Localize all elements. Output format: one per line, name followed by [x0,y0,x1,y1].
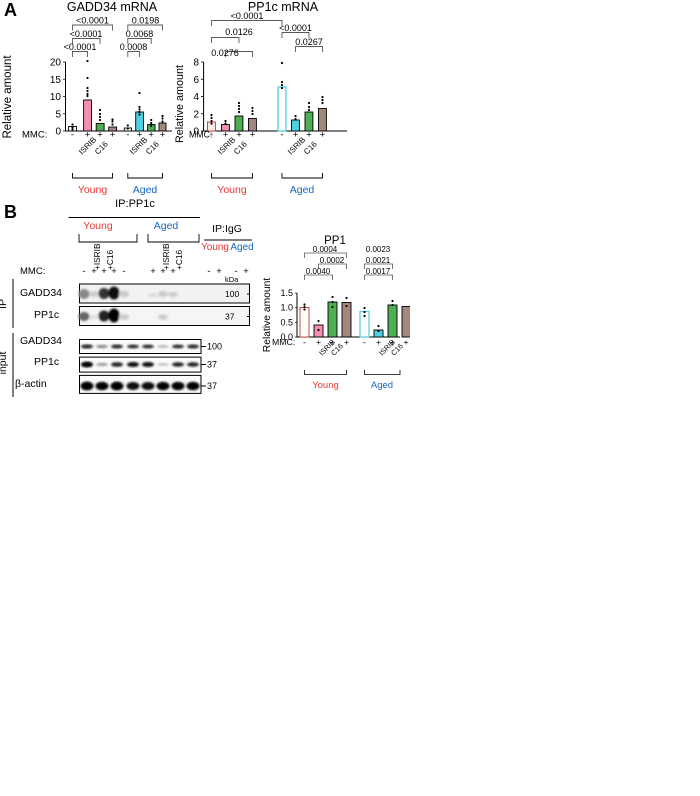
svg-text:-: - [280,130,283,141]
svg-text:Young: Young [217,184,247,196]
svg-text:+: + [91,266,97,277]
svg-text:1.5: 1.5 [280,288,293,298]
svg-text:PP1c: PP1c [34,309,59,321]
svg-text:37: 37 [207,360,217,370]
svg-text:+: + [160,130,166,141]
svg-text:0.5: 0.5 [280,317,293,327]
svg-text:+: + [101,266,107,277]
svg-text:+: + [403,337,408,347]
svg-text:-: - [122,266,125,277]
svg-text:GADD34: GADD34 [20,335,62,347]
svg-text:<0.0001: <0.0001 [279,23,312,33]
svg-text:37: 37 [207,381,217,391]
svg-text:+: + [170,266,176,277]
svg-text:-: - [303,337,306,347]
svg-text:Relative amount: Relative amount [2,55,14,139]
svg-text:+: + [320,130,326,141]
svg-text:-: - [71,130,74,141]
svg-text:IP:IgG: IP:IgG [212,223,242,235]
svg-text:-: - [82,266,85,277]
svg-text:10: 10 [50,92,62,103]
svg-text:Young: Young [201,242,229,253]
svg-text:Relative amount: Relative amount [175,65,186,143]
svg-text:GADD34 mRNA: GADD34 mRNA [67,0,158,14]
svg-text:0: 0 [55,127,61,138]
svg-text:input: input [0,352,9,375]
svg-text:+: + [97,130,103,141]
svg-text:+: + [111,266,117,277]
svg-text:+: + [376,337,381,347]
svg-text:+: + [306,130,312,141]
svg-text:Young: Young [83,220,113,232]
svg-text:β-actin: β-actin [15,378,47,390]
svg-text:0.0021: 0.0021 [366,256,391,265]
svg-text:0.0017: 0.0017 [366,267,391,276]
svg-text:Young: Young [78,184,108,196]
svg-text:+: + [250,130,256,141]
svg-text:8: 8 [193,58,199,69]
svg-text:+: + [148,130,154,141]
svg-text:MMC:: MMC: [22,130,47,141]
svg-text:Aged: Aged [290,184,315,196]
svg-text:20: 20 [50,58,62,69]
svg-text:37: 37 [225,312,235,322]
svg-text:Aged: Aged [154,220,179,232]
svg-text:+: + [150,266,156,277]
svg-text:<0.0001: <0.0001 [76,16,109,26]
svg-text:1.0: 1.0 [280,303,293,313]
svg-text:5: 5 [55,109,61,120]
svg-text:-: - [126,130,129,141]
svg-text:0.0198: 0.0198 [132,16,160,26]
svg-text:Young: Young [312,380,339,391]
svg-text:0.0276: 0.0276 [211,48,239,58]
svg-text:+: + [316,337,321,347]
svg-text:0.0004: 0.0004 [313,245,338,254]
svg-text:MMC:: MMC: [189,130,212,140]
svg-text:0.0126: 0.0126 [225,27,253,37]
svg-text:+: + [236,130,242,141]
svg-text:MMC:: MMC: [20,266,45,277]
svg-text:Aged: Aged [230,242,253,253]
svg-text:+: + [110,130,116,141]
svg-text:<0.0001: <0.0001 [64,42,97,52]
svg-text:100: 100 [207,342,222,352]
svg-text:<0.0001: <0.0001 [231,11,264,21]
svg-text:0.0040: 0.0040 [306,267,331,276]
svg-text:PP1c: PP1c [34,356,59,368]
svg-text:100: 100 [225,289,239,299]
svg-text:Aged: Aged [371,380,393,391]
svg-text:IP: IP [0,299,9,309]
svg-text:+: + [344,337,349,347]
svg-text:4: 4 [193,92,199,103]
svg-text:0.0267: 0.0267 [295,37,323,47]
svg-text:+: + [160,266,166,277]
svg-text:0.0023: 0.0023 [366,245,391,254]
svg-text:MMC:: MMC: [272,337,295,347]
svg-text:15: 15 [50,75,62,86]
svg-text:0.0068: 0.0068 [126,29,154,39]
svg-text:-: - [363,337,366,347]
svg-text:Aged: Aged [133,184,158,196]
svg-text:+: + [243,266,249,277]
svg-text:IP:PP1c: IP:PP1c [115,198,155,210]
svg-text:6: 6 [193,75,199,86]
svg-text:GADD34: GADD34 [20,287,62,299]
svg-text:-: - [207,266,210,277]
svg-text:0.0008: 0.0008 [120,42,148,52]
svg-text:kDa: kDa [225,275,239,284]
svg-text:0.0002: 0.0002 [320,256,345,265]
svg-text:2: 2 [193,109,199,120]
svg-text:+: + [216,266,222,277]
svg-text:<0.0001: <0.0001 [70,29,103,39]
